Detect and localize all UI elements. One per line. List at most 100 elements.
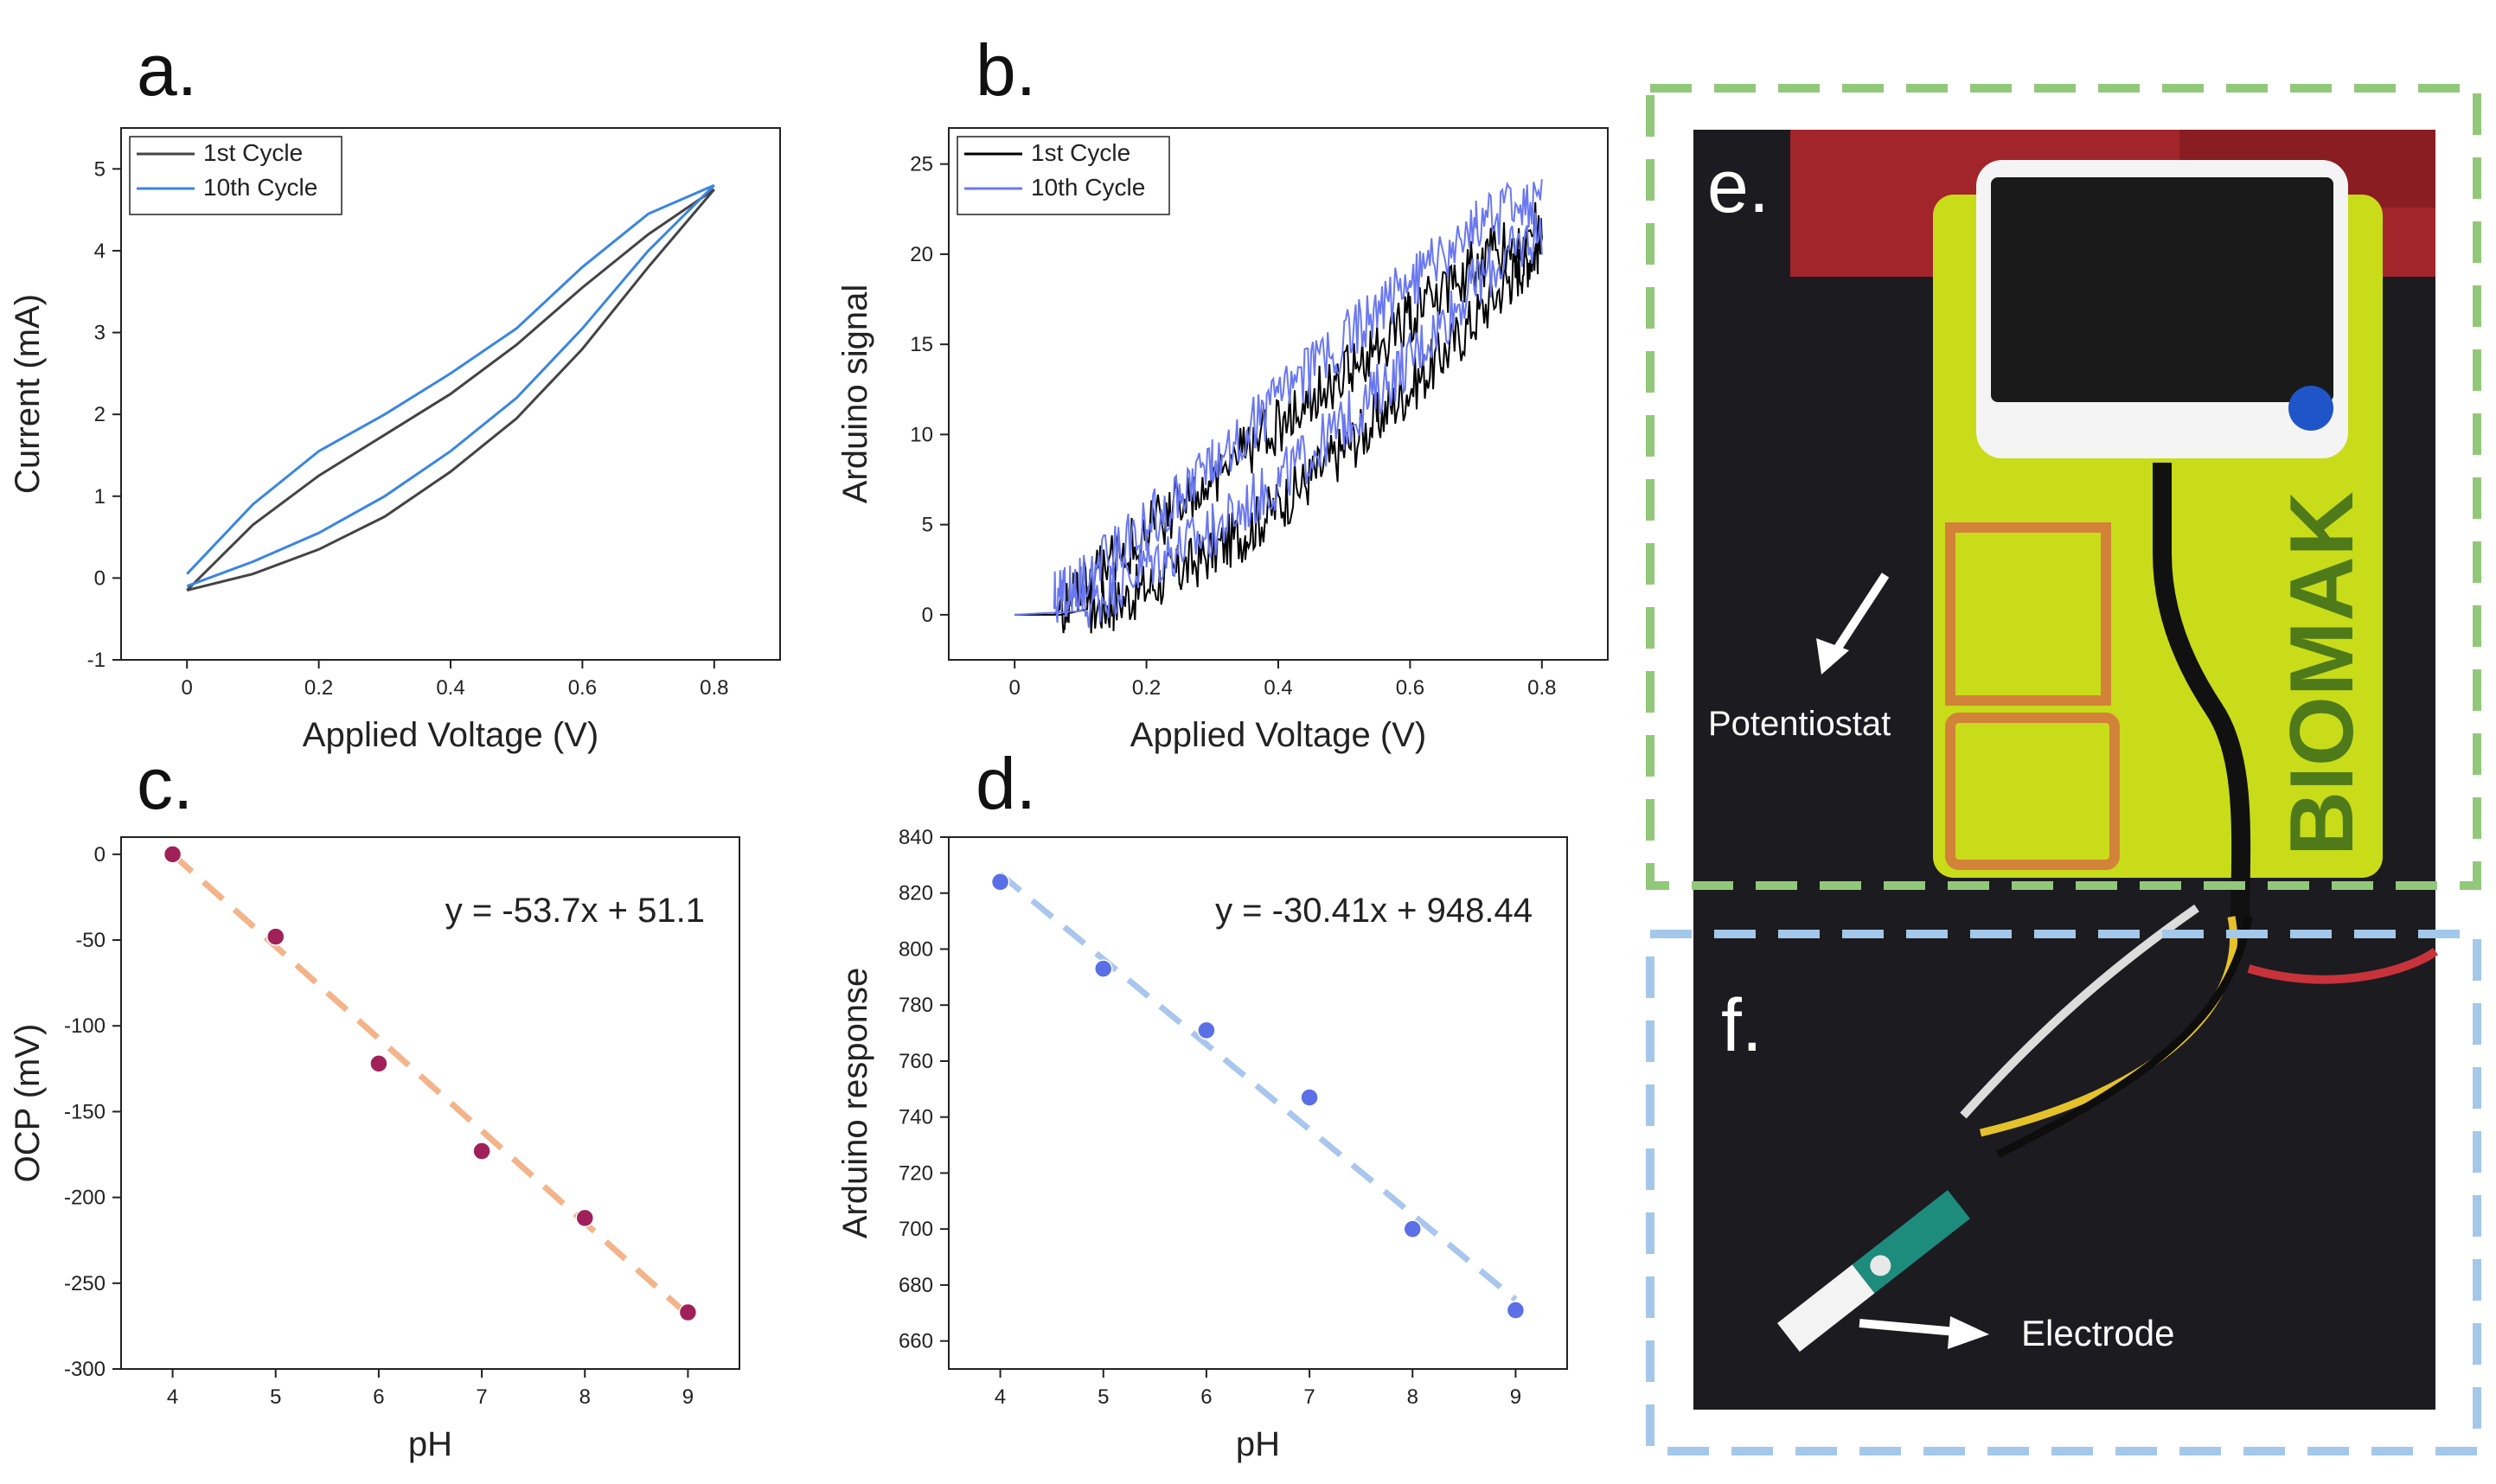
- y-tick-label: 800: [899, 937, 933, 961]
- y-tick-label: 4: [94, 240, 106, 263]
- data-point: [1300, 1088, 1319, 1107]
- data-point: [678, 1302, 698, 1322]
- x-tick-label: 5: [270, 1385, 281, 1409]
- y-tick-label: 780: [899, 994, 933, 1017]
- fit-line: [170, 852, 690, 1318]
- x-tick-label: 7: [476, 1385, 487, 1409]
- y-tick-label: 5: [94, 157, 106, 181]
- fit-equation: y = -30.41x + 948.44: [1215, 892, 1533, 930]
- data-point: [990, 873, 1010, 892]
- y-axis-label: Current (mA): [9, 294, 47, 494]
- y-tick-label: 3: [94, 322, 106, 345]
- chart-d-arduino-response-vs-ph: 4 5 6 7 8 9 840 820 800 780 760 740 720 700 680 660 pH Ar…: [836, 826, 1568, 1463]
- y-tick-label: -50: [75, 929, 106, 952]
- data-point: [1506, 1301, 1526, 1320]
- data-point: [575, 1208, 594, 1228]
- x-tick-label: 4: [995, 1385, 1006, 1409]
- y-tick-label: -150: [64, 1100, 106, 1123]
- data-point: [472, 1142, 491, 1161]
- x-tick-label: 0.2: [304, 676, 333, 700]
- housing-logo-top: [1945, 522, 2111, 706]
- series-line-cycle10-forward: [1014, 212, 1543, 628]
- usb-cable: [2153, 463, 2251, 935]
- y-tick-label: -200: [64, 1187, 106, 1210]
- frame-e: [1646, 84, 2481, 890]
- y-tick-label: 10: [910, 423, 933, 446]
- y-tick-label: 2: [94, 403, 106, 426]
- y-tick-label: 820: [899, 882, 933, 905]
- x-tick-label: 0: [182, 676, 193, 700]
- series-line-cycle1-forward: [186, 189, 715, 592]
- potentiostat-label: Potentiostat: [1708, 705, 1891, 743]
- panel-label-a: a.: [137, 29, 197, 111]
- black-wire: [1995, 916, 2253, 1159]
- y-tick-label: 700: [899, 1218, 933, 1241]
- x-axis-label: pH: [408, 1425, 452, 1463]
- electrode-label: Electrode: [2021, 1313, 2174, 1353]
- x-tick-label: 0.6: [568, 676, 597, 700]
- device-photo: BIOMAK Potentiostat Electrode e. f.: [1693, 130, 2439, 1410]
- data-point: [266, 927, 285, 946]
- legend-box: [129, 136, 342, 215]
- frame-f: [1646, 930, 2481, 1455]
- brand-text: BIOMAK: [2272, 491, 2372, 856]
- x-tick-label: 0: [1009, 676, 1021, 700]
- x-tick-label: 6: [1200, 1385, 1212, 1409]
- x-tick-label: 0.2: [1132, 676, 1161, 700]
- y-tick-label: 0: [922, 604, 933, 627]
- x-tick-label: 5: [1098, 1385, 1109, 1409]
- y-tick-label: 720: [899, 1161, 933, 1185]
- y-axis-label: Arduino response: [836, 968, 874, 1239]
- series-line-cycle10-reverse: [1053, 179, 1543, 624]
- panel-label-f: f.: [1721, 984, 1763, 1067]
- housing-logo-chip: [1945, 713, 2120, 870]
- y-tick-label: 25: [910, 153, 933, 176]
- y-tick-label: 0: [94, 843, 106, 867]
- series-line-cycle10-reverse: [186, 183, 715, 575]
- x-tick-label: 0.8: [1527, 676, 1556, 700]
- data-point: [369, 1054, 388, 1073]
- electrode-arrow: [1859, 1319, 1957, 1336]
- panel-label-d: d.: [976, 743, 1036, 824]
- y-tick-label: -300: [64, 1358, 106, 1381]
- y-tick-label: -1: [87, 649, 106, 672]
- series-line-cycle10-forward: [186, 184, 715, 588]
- plot-frame: [948, 836, 1568, 1370]
- y-axis-label: OCP (mV): [9, 1024, 47, 1183]
- fit-line: [998, 872, 1518, 1302]
- legend-label: 10th Cycle: [203, 174, 317, 201]
- x-tick-label: 6: [373, 1385, 384, 1409]
- y-tick-label: 5: [922, 514, 933, 537]
- series-line-cycle1-reverse: [186, 188, 715, 592]
- panel-label-e: e.: [1707, 145, 1770, 228]
- data-point: [1094, 959, 1113, 978]
- x-axis-label: pH: [1236, 1425, 1280, 1463]
- legend-label: 10th Cycle: [1031, 174, 1145, 201]
- red-wire: [2247, 947, 2439, 984]
- y-tick-label: -250: [64, 1272, 106, 1295]
- y-axis-label: Arduino signal: [836, 285, 874, 504]
- potentiostat-arrowhead: [1816, 638, 1849, 675]
- x-tick-label: 9: [682, 1385, 694, 1409]
- x-tick-label: 8: [579, 1385, 591, 1409]
- electrode-strip: [1777, 1190, 1970, 1353]
- y-tick-label: 20: [910, 243, 933, 266]
- y-tick-label: 660: [899, 1330, 933, 1353]
- legend-box: [957, 136, 1170, 215]
- x-tick-label: 8: [1407, 1385, 1418, 1409]
- x-tick-label: 0.8: [700, 676, 728, 700]
- x-axis-label: Applied Voltage (V): [1130, 716, 1426, 754]
- x-tick-label: 7: [1303, 1385, 1315, 1409]
- chart-a-cyclic-voltammetry: 0 0.2 0.4 0.6 0.8 -1 0 1 2 3 4 5 Applied Voltage (V)…: [9, 127, 781, 754]
- y-tick-label: 0: [94, 566, 106, 590]
- x-axis-label: Applied Voltage (V): [303, 716, 598, 754]
- chart-c-ocp-vs-ph: 4 5 6 7 8 9 0 -50 -100 -150 -200 -250 -300 pH OCP (mV)…: [9, 836, 740, 1463]
- data-point: [1403, 1219, 1422, 1238]
- x-tick-label: 0.4: [436, 676, 464, 700]
- x-tick-label: 0.6: [1396, 676, 1424, 700]
- series-line-cycle1-reverse: [1053, 201, 1543, 634]
- y-tick-label: 1: [94, 485, 106, 509]
- x-tick-label: 4: [167, 1385, 178, 1409]
- y-tick-label: 740: [899, 1106, 933, 1129]
